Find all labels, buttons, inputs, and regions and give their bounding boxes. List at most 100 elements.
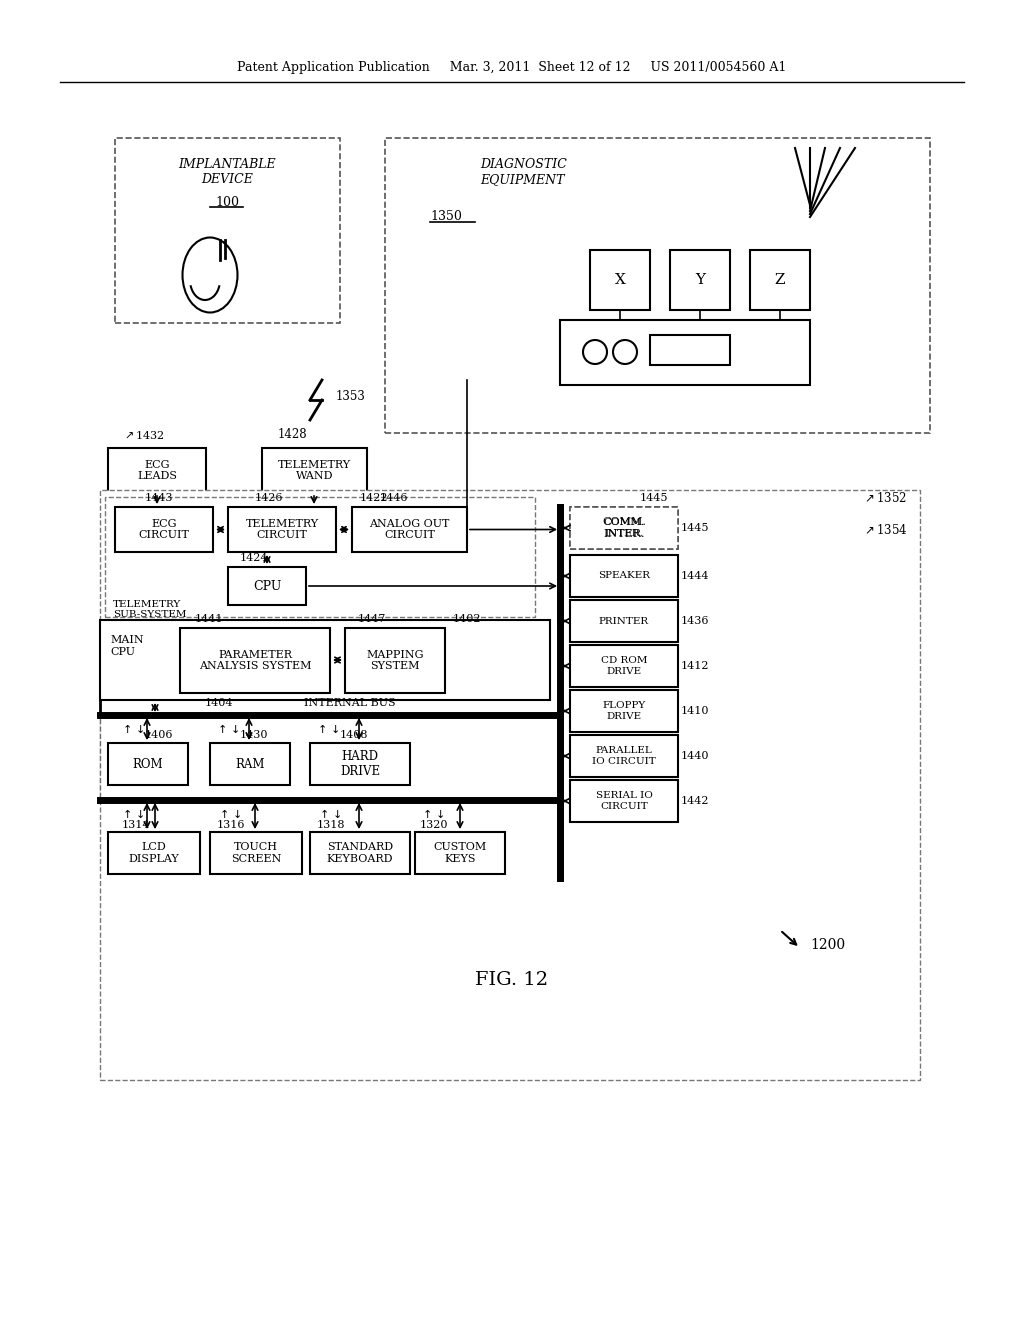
Text: Patent Application Publication     Mar. 3, 2011  Sheet 12 of 12     US 2011/0054: Patent Application Publication Mar. 3, 2… (238, 62, 786, 74)
Text: TELEMETRY
WAND: TELEMETRY WAND (278, 459, 351, 482)
Bar (115, 507, 213, 552)
Bar (570, 554, 678, 597)
Text: ANALOG OUT
CIRCUIT: ANALOG OUT CIRCUIT (370, 519, 450, 540)
Circle shape (613, 341, 637, 364)
Text: CPU: CPU (253, 579, 282, 593)
Bar (228, 507, 336, 552)
Text: Y: Y (695, 273, 705, 286)
Text: 1410: 1410 (681, 706, 710, 715)
Text: LCD
DISPLAY: LCD DISPLAY (129, 842, 179, 863)
Bar (352, 507, 467, 552)
Text: 1406: 1406 (145, 730, 173, 741)
Text: COMM.
INTER.: COMM. INTER. (602, 517, 646, 539)
Text: $\uparrow\downarrow$: $\uparrow\downarrow$ (217, 808, 242, 820)
Text: $\uparrow\downarrow$: $\uparrow\downarrow$ (315, 723, 340, 735)
Text: $\nearrow$1432: $\nearrow$1432 (122, 429, 165, 441)
Text: SPEAKER: SPEAKER (598, 572, 650, 581)
Text: Z: Z (775, 273, 785, 286)
Text: 1444: 1444 (681, 572, 710, 581)
Text: DIAGNOSTIC
EQUIPMENT: DIAGNOSTIC EQUIPMENT (480, 158, 567, 186)
Text: 1320: 1320 (420, 820, 449, 830)
Bar (108, 743, 188, 785)
Bar (310, 832, 410, 874)
Bar (310, 743, 410, 785)
Bar (570, 735, 678, 777)
Text: TOUCH
SCREEN: TOUCH SCREEN (230, 842, 282, 863)
Text: 1412: 1412 (681, 661, 710, 671)
Text: 1404: 1404 (205, 698, 233, 708)
Text: 1436: 1436 (681, 616, 710, 626)
Text: ROM: ROM (133, 758, 163, 771)
Text: MAIN
CPU: MAIN CPU (110, 635, 143, 656)
Text: 1314: 1314 (122, 820, 151, 830)
Ellipse shape (182, 238, 238, 313)
Text: 1430: 1430 (240, 730, 268, 741)
Bar (570, 601, 678, 642)
Text: 1426: 1426 (255, 492, 284, 503)
Text: ECG
LEADS: ECG LEADS (137, 459, 177, 482)
Bar (180, 628, 330, 693)
Text: 1441: 1441 (195, 614, 223, 624)
Text: 1316: 1316 (217, 820, 246, 830)
Text: $\uparrow\downarrow$: $\uparrow\downarrow$ (420, 808, 444, 820)
Text: 1447: 1447 (358, 614, 386, 624)
Bar (228, 568, 306, 605)
Text: $\nearrow$1354: $\nearrow$1354 (862, 523, 907, 537)
Text: 1422: 1422 (360, 492, 388, 503)
Text: RAM: RAM (236, 758, 265, 771)
Text: PARALLEL
IO CIRCUIT: PARALLEL IO CIRCUIT (592, 746, 656, 766)
Bar (570, 690, 678, 733)
Bar (570, 507, 678, 549)
Text: $\nearrow$1352: $\nearrow$1352 (862, 491, 907, 506)
Bar (105, 498, 535, 616)
Text: 1318: 1318 (317, 820, 345, 830)
Text: 1446: 1446 (380, 492, 409, 503)
Text: CUSTOM
KEYS: CUSTOM KEYS (433, 842, 486, 863)
Text: 1402: 1402 (453, 614, 481, 624)
Text: 100: 100 (215, 195, 239, 209)
Text: 1408: 1408 (340, 730, 369, 741)
Text: TELEMETRY
SUB-SYSTEM: TELEMETRY SUB-SYSTEM (113, 601, 186, 619)
Bar (670, 249, 730, 310)
Text: X: X (614, 273, 626, 286)
Bar (570, 645, 678, 686)
Text: COMM.
INTER.: COMM. INTER. (603, 519, 644, 537)
Text: 1443: 1443 (145, 492, 173, 503)
Text: STANDARD
KEYBOARD: STANDARD KEYBOARD (327, 842, 393, 863)
Bar (108, 447, 206, 492)
Text: 1428: 1428 (278, 429, 307, 441)
Text: CD ROM
DRIVE: CD ROM DRIVE (601, 656, 647, 676)
Text: 1445: 1445 (640, 492, 669, 503)
Bar (262, 447, 367, 492)
Text: 1424: 1424 (240, 553, 268, 564)
Bar (415, 832, 505, 874)
Text: $\uparrow\downarrow$: $\uparrow\downarrow$ (215, 723, 240, 735)
Bar (570, 780, 678, 822)
Text: ECG
CIRCUIT: ECG CIRCUIT (138, 519, 189, 540)
Text: FIG. 12: FIG. 12 (475, 972, 549, 989)
Bar (100, 620, 550, 700)
Text: FLOPPY
DRIVE: FLOPPY DRIVE (602, 701, 645, 721)
Text: MAPPING
SYSTEM: MAPPING SYSTEM (367, 649, 424, 672)
Bar (108, 832, 200, 874)
Bar (100, 490, 920, 1080)
Text: 1440: 1440 (681, 751, 710, 762)
Bar (650, 335, 730, 366)
Text: 1200: 1200 (810, 939, 845, 952)
Circle shape (583, 341, 607, 364)
Bar (345, 628, 445, 693)
Text: $\uparrow\downarrow$: $\uparrow\downarrow$ (317, 808, 342, 820)
Text: PARAMETER
ANALYSIS SYSTEM: PARAMETER ANALYSIS SYSTEM (199, 649, 311, 672)
Bar (385, 139, 930, 433)
Bar (750, 249, 810, 310)
Text: 1445: 1445 (681, 523, 710, 533)
Text: 1350: 1350 (430, 210, 462, 223)
Text: 1442: 1442 (681, 796, 710, 807)
Text: $\uparrow\downarrow$: $\uparrow\downarrow$ (120, 808, 144, 820)
Text: IMPLANTABLE
DEVICE: IMPLANTABLE DEVICE (178, 158, 275, 186)
Text: SERIAL IO
CIRCUIT: SERIAL IO CIRCUIT (596, 791, 652, 810)
Text: PRINTER: PRINTER (599, 616, 649, 626)
Bar (210, 832, 302, 874)
Text: $\uparrow\downarrow$: $\uparrow\downarrow$ (120, 723, 144, 735)
Bar (115, 139, 340, 323)
